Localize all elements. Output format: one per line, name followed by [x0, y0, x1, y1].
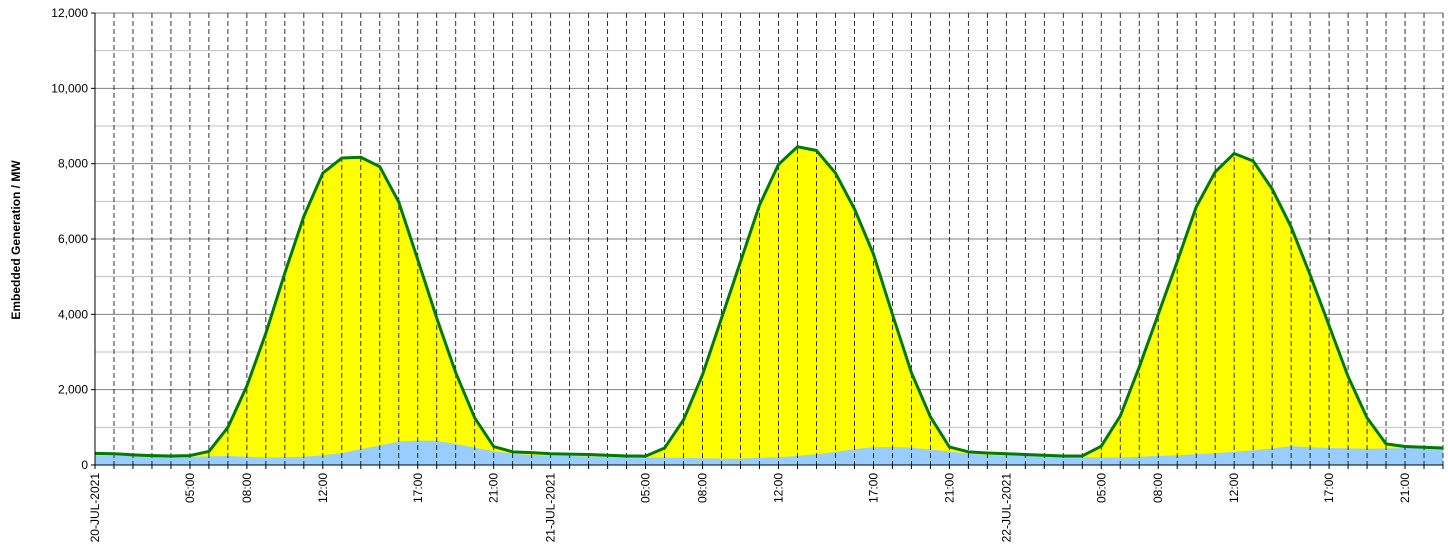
x-tick-label: 08:00 [696, 473, 710, 503]
y-tick-label: 12,000 [51, 6, 88, 20]
total-line-series [94, 145, 1444, 458]
y-tick-label: 8,000 [58, 157, 88, 171]
x-tick-label: 21-JUL-2021 [544, 473, 558, 543]
x-tick-label: 21:00 [942, 473, 956, 503]
area-series [95, 146, 1443, 465]
x-tick-label: 12:00 [316, 473, 330, 503]
total-area [95, 146, 1443, 465]
x-tick-label: 05:00 [639, 473, 653, 503]
x-tick-label: 21:00 [487, 473, 501, 503]
x-tick-label: 08:00 [1151, 473, 1165, 503]
x-axis-tick-labels: 20-JUL-2021 05:00 08:00 12:00 17:00 21:00 21-J… [88, 473, 1412, 543]
x-tick-label: 05:00 [183, 473, 197, 503]
y-tick-label: 0 [81, 458, 88, 472]
x-tick-label: 12:00 [1227, 473, 1241, 503]
y-tick-label: 10,000 [51, 81, 88, 95]
x-tick-label: 20-JUL-2021 [88, 473, 102, 543]
y-tick-label: 2,000 [58, 383, 88, 397]
x-tick-label: 21:00 [1398, 473, 1412, 503]
y-tick-label: 6,000 [58, 232, 88, 246]
total-line [94, 145, 1444, 458]
axes [91, 12, 1444, 469]
x-tick-label: 17:00 [411, 473, 425, 503]
x-tick-label: 05:00 [1094, 473, 1108, 503]
x-tick-label: 08:00 [240, 473, 254, 503]
x-tick-label: 12:00 [771, 473, 785, 503]
x-tick-label: 17:00 [866, 473, 880, 503]
y-tick-label: 4,000 [58, 307, 88, 321]
y-axis-tick-labels: 0 2,000 4,000 6,000 8,000 10,000 12,000 [51, 6, 88, 472]
x-tick-label: 22-JUL-2021 [999, 473, 1013, 543]
y-axis-title: Embedded Generation / MW [9, 160, 23, 320]
base-area [95, 440, 1443, 465]
x-tick-label: 17:00 [1322, 473, 1336, 503]
